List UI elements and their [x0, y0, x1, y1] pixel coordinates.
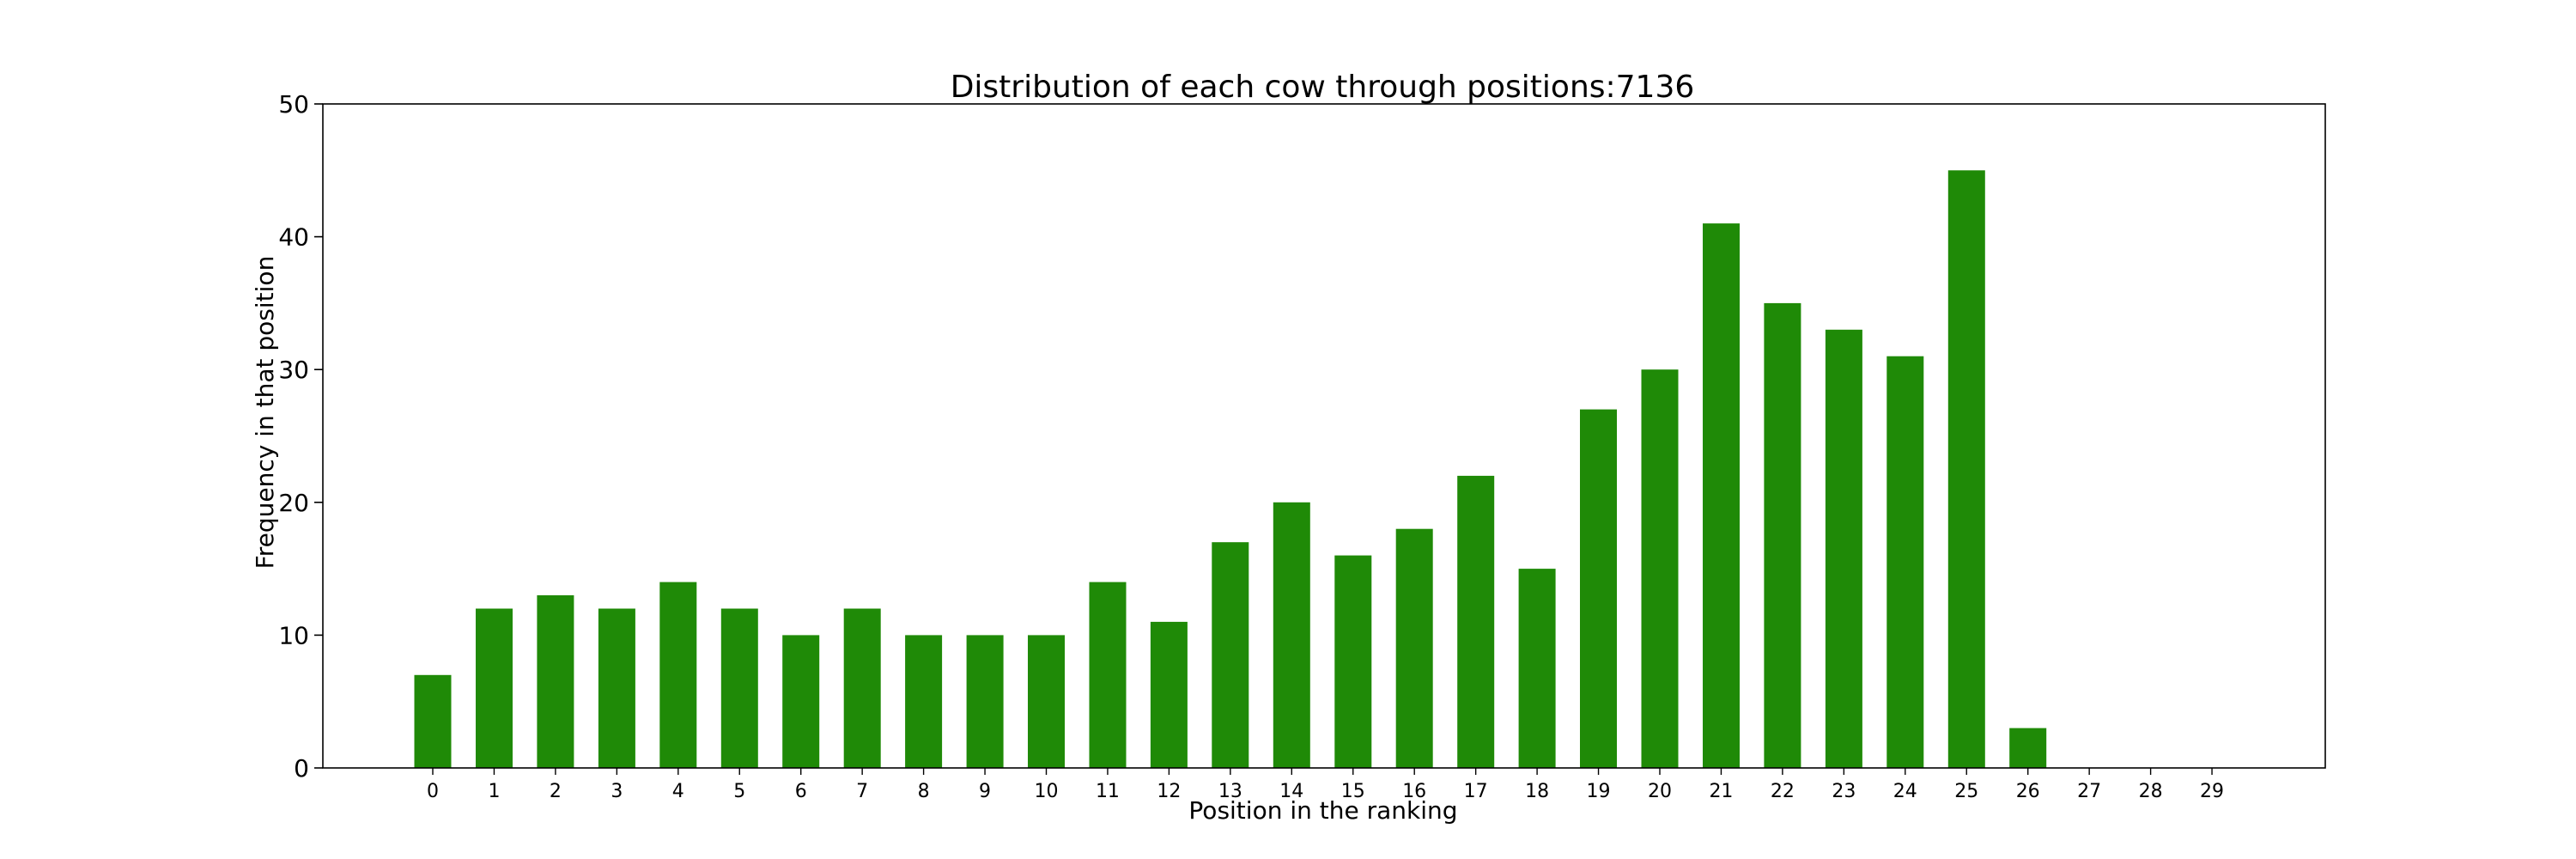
y-tick-label: 10	[278, 621, 309, 649]
x-tick-label: 0	[427, 781, 439, 802]
x-tick-label: 26	[2016, 781, 2040, 802]
x-tick-label: 13	[1218, 781, 1242, 802]
bar-7	[843, 608, 881, 768]
x-tick-label: 15	[1341, 781, 1365, 802]
y-tick-label: 50	[278, 90, 309, 119]
bars-group	[414, 170, 2047, 769]
y-tick-label: 0	[294, 754, 309, 783]
x-tick-label: 24	[1893, 781, 1917, 802]
x-tick-label: 4	[672, 781, 684, 802]
x-tick-label: 9	[979, 781, 991, 802]
bar-2	[537, 595, 574, 768]
x-tick-label: 18	[1525, 781, 1549, 802]
x-tick-label: 1	[488, 781, 500, 802]
x-tick-label: 27	[2077, 781, 2101, 802]
x-tick-label: 11	[1096, 781, 1120, 802]
bar-22	[1764, 302, 1801, 768]
x-axis-label: Position in the ranking	[1188, 796, 1457, 825]
bar-9	[966, 635, 1004, 768]
x-axis: 0 1 2 3 4 5 6 7 8 9 10 11 12 13 14 15 16 17 18 19 20 21 22 23 24…	[427, 768, 2224, 802]
x-tick-label: 28	[2139, 781, 2163, 802]
bar-8	[905, 635, 943, 768]
y-tick-label: 20	[278, 489, 309, 517]
x-tick-label: 10	[1035, 781, 1059, 802]
y-tick-label: 30	[278, 356, 309, 384]
bar-1	[476, 608, 513, 768]
x-tick-label: 17	[1464, 781, 1488, 802]
bar-24	[1886, 356, 1924, 768]
y-axis: 0 10 20 30 40 50	[278, 90, 323, 783]
x-tick-label: 3	[611, 781, 623, 802]
x-tick-label: 8	[918, 781, 930, 802]
bar-13	[1212, 542, 1249, 768]
bar-3	[598, 608, 635, 768]
bar-21	[1703, 223, 1740, 769]
x-tick-label: 6	[795, 781, 807, 802]
bar-10	[1028, 635, 1065, 768]
bar-14	[1273, 502, 1310, 768]
bar-6	[782, 635, 820, 768]
x-tick-label: 14	[1279, 781, 1303, 802]
bar-19	[1580, 409, 1617, 768]
x-tick-label: 19	[1587, 781, 1611, 802]
bar-20	[1641, 369, 1679, 768]
x-tick-label: 29	[2200, 781, 2224, 802]
x-tick-label: 12	[1157, 781, 1181, 802]
x-tick-label: 25	[1954, 781, 1978, 802]
bar-18	[1518, 569, 1556, 768]
bar-0	[414, 674, 452, 768]
bar-26	[2009, 728, 2047, 768]
bar-15	[1334, 555, 1372, 768]
plot-frame	[322, 103, 2326, 769]
bar-4	[659, 582, 697, 768]
y-tick-label: 40	[278, 223, 309, 252]
bar-11	[1089, 582, 1127, 768]
bar-12	[1150, 621, 1188, 768]
chart-title: Distribution of each cow through positio…	[951, 70, 1695, 105]
x-tick-label: 22	[1771, 781, 1795, 802]
bar-25	[1947, 170, 1985, 769]
bar-16	[1395, 528, 1433, 768]
x-tick-label: 16	[1402, 781, 1426, 802]
x-tick-label: 5	[733, 781, 745, 802]
x-tick-label: 20	[1648, 781, 1672, 802]
x-tick-label: 21	[1709, 781, 1733, 802]
x-tick-label: 2	[550, 781, 562, 802]
bar-5	[720, 608, 758, 768]
y-axis-label: Frequency in that position	[251, 256, 279, 570]
x-tick-label: 23	[1832, 781, 1856, 802]
bar-23	[1825, 329, 1862, 768]
x-tick-label: 7	[856, 781, 868, 802]
bar-17	[1457, 475, 1495, 768]
